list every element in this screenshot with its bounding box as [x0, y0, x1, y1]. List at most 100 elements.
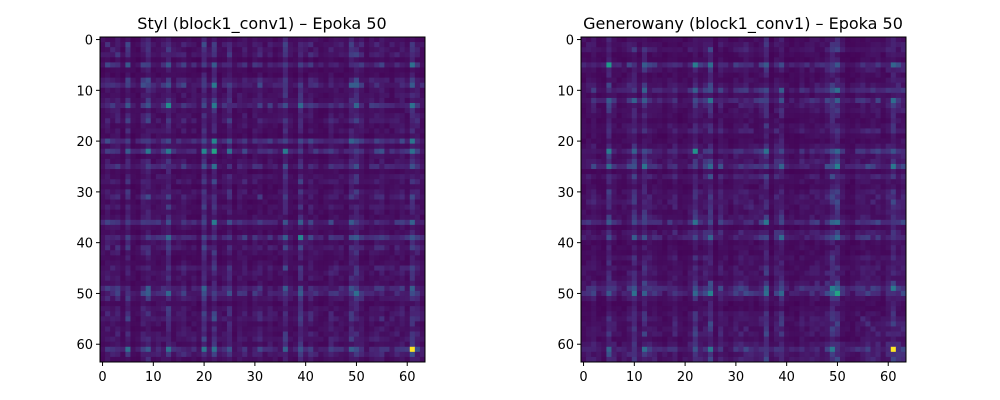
heatmap-cell [621, 77, 628, 84]
heatmap-cell [221, 331, 228, 338]
heatmap-cell [272, 285, 279, 292]
heatmap-cell [267, 128, 274, 134]
heatmap-cell [125, 240, 131, 246]
heatmap-cell [414, 194, 421, 200]
heatmap-cell [591, 72, 597, 79]
heatmap-cell [247, 301, 253, 307]
heatmap-cell [150, 245, 157, 251]
heatmap-cell [181, 260, 187, 266]
heatmap-cell [267, 92, 274, 99]
heatmap-cell [105, 174, 111, 180]
heatmap-cell [885, 72, 892, 79]
heatmap-cell [298, 118, 304, 124]
heatmap-cell [287, 97, 294, 104]
heatmap-cell [226, 194, 233, 200]
heatmap-cell [343, 326, 350, 332]
heatmap-cell [105, 143, 111, 150]
heatmap-cell [348, 194, 355, 200]
heatmap-cell [313, 179, 319, 185]
heatmap-cell [135, 290, 142, 297]
heatmap-cell [145, 265, 152, 271]
heatmap-cell [338, 77, 345, 84]
heatmap-cell [181, 280, 187, 287]
heatmap-cell [596, 103, 602, 109]
heatmap-cell [414, 113, 421, 119]
heatmap-cell [758, 62, 765, 68]
heatmap-cell [242, 72, 248, 79]
heatmap-cell [364, 174, 370, 180]
heatmap-cell [155, 77, 162, 84]
heatmap-cell [364, 240, 370, 246]
heatmap-cell [232, 57, 238, 63]
heatmap-cell [237, 179, 243, 185]
heatmap-cell [287, 245, 294, 251]
heatmap-cell [150, 219, 157, 226]
heatmap-cell [384, 341, 390, 348]
heatmap-cell [247, 351, 253, 358]
heatmap-cell [414, 280, 421, 287]
heatmap-cell [282, 133, 289, 139]
heatmap-cell [211, 77, 218, 84]
heatmap-cell [850, 57, 856, 63]
heatmap-cell [110, 153, 116, 160]
heatmap-cell [181, 245, 187, 251]
heatmap-cell [262, 57, 268, 63]
heatmap-cell [186, 194, 192, 200]
heatmap-cell [287, 204, 294, 211]
heatmap-cell [318, 295, 324, 302]
heatmap-cell [738, 103, 744, 109]
heatmap-cell [338, 108, 345, 114]
heatmap-cell [257, 108, 263, 114]
heatmap-cell [308, 301, 314, 307]
heatmap-cell [191, 62, 197, 68]
heatmap-cell [110, 118, 116, 124]
heatmap-cell [409, 153, 416, 160]
heatmap-cell [596, 97, 602, 104]
heatmap-cell [130, 77, 136, 84]
heatmap-cell [221, 123, 228, 129]
heatmap-cell [789, 92, 795, 99]
heatmap-cell [140, 270, 147, 277]
heatmap-cell [379, 240, 385, 246]
heatmap-cell [419, 316, 426, 322]
heatmap-cell [338, 235, 345, 241]
heatmap-cell [257, 245, 263, 251]
heatmap-cell [358, 290, 365, 297]
heatmap-cell [267, 153, 274, 160]
heatmap-cell [374, 57, 380, 63]
heatmap-cell [125, 204, 131, 211]
heatmap-cell [419, 57, 426, 63]
heatmap-cell [282, 67, 289, 73]
heatmap-cell [160, 67, 167, 73]
heatmap-cell [369, 265, 375, 271]
heatmap-cell [374, 341, 380, 348]
heatmap-cell [282, 138, 289, 145]
heatmap-cell [216, 240, 223, 246]
heatmap-cell [272, 194, 279, 200]
heatmap-cell [145, 280, 152, 287]
heatmap-cell [262, 82, 268, 89]
heatmap-cell [348, 87, 355, 94]
heatmap-cell [252, 209, 258, 216]
heatmap-cell [404, 184, 411, 190]
heatmap-cell [110, 341, 116, 348]
heatmap-cell [348, 42, 355, 48]
heatmap-cell [206, 174, 213, 180]
heatmap-cell [338, 301, 345, 307]
x-tick-label: 50 [348, 370, 365, 385]
heatmap-cell [115, 47, 121, 53]
heatmap-cell [267, 280, 274, 287]
heatmap-cell [343, 169, 350, 175]
heatmap-cell [353, 224, 360, 231]
heatmap-cell [399, 316, 406, 322]
heatmap-cell [323, 311, 329, 317]
heatmap-cell [353, 82, 360, 89]
heatmap-cell [399, 351, 406, 358]
heatmap-cell [379, 148, 385, 155]
heatmap-cell [130, 250, 136, 256]
heatmap-cell [358, 245, 365, 251]
heatmap-cell [631, 92, 638, 99]
heatmap-cell [181, 235, 187, 241]
heatmap-cell [414, 229, 421, 236]
heatmap-cell [409, 133, 416, 139]
